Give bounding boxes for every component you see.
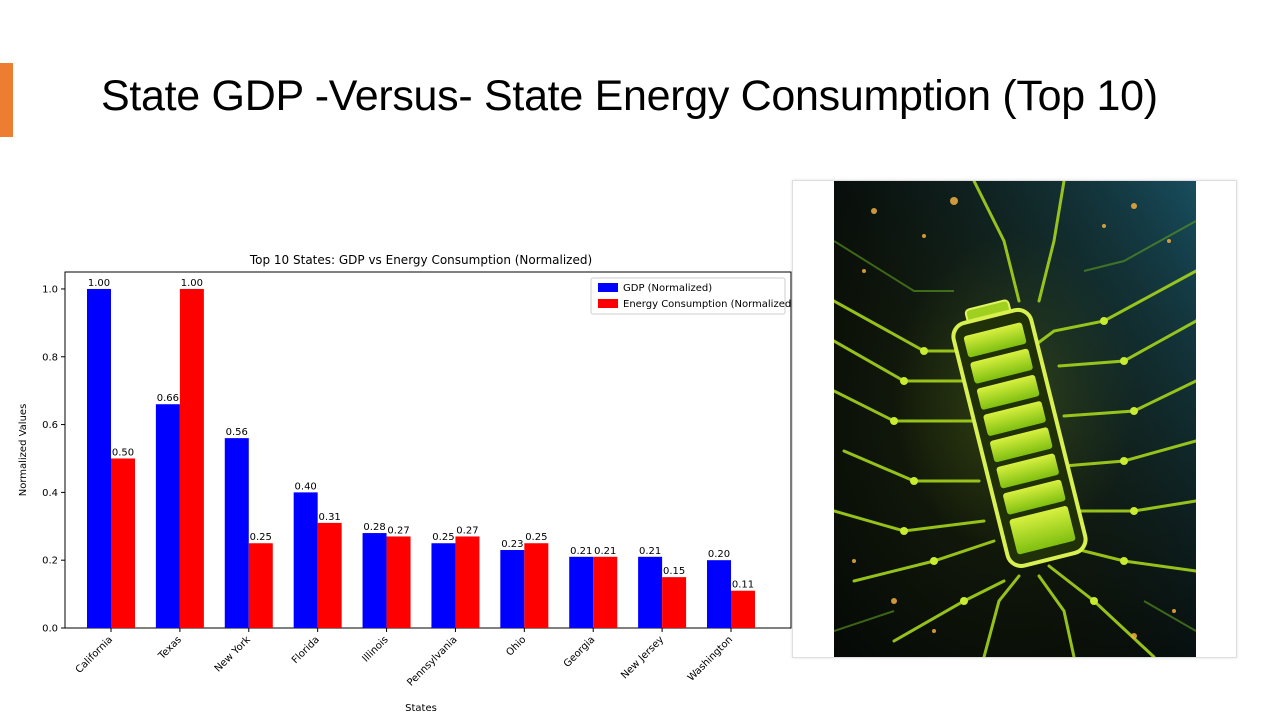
bar	[317, 522, 342, 628]
y-tick-label: 0.4	[42, 488, 58, 499]
bar	[111, 458, 135, 628]
x-tick-label: Washington	[686, 634, 735, 683]
bar	[569, 556, 594, 628]
bar-value-label: 0.50	[112, 447, 134, 458]
legend-swatch-energy	[598, 299, 618, 308]
legend-label-energy: Energy Consumption (Normalized)	[623, 299, 795, 310]
bar-value-label: 0.21	[570, 546, 592, 557]
bar	[362, 533, 387, 628]
bar	[386, 536, 411, 628]
bar	[293, 492, 318, 628]
bar	[638, 556, 663, 628]
bar-value-label: 0.31	[319, 512, 341, 523]
bar	[593, 556, 618, 628]
circuit-battery-image	[834, 181, 1196, 657]
battery-icon	[951, 299, 1088, 568]
bar	[431, 543, 456, 628]
y-axis-label: Normalized Values	[18, 404, 29, 497]
bar	[455, 536, 480, 628]
bar-value-label: 0.21	[639, 546, 661, 557]
bar-value-label: 0.11	[732, 580, 754, 591]
bar	[524, 543, 549, 628]
slide-title: State GDP -Versus- State Energy Consumpt…	[101, 72, 1158, 120]
bar-value-label: 0.25	[525, 532, 547, 543]
bar-value-label: 0.21	[594, 546, 616, 557]
bar	[179, 288, 204, 628]
chart-legend: GDP (Normalized) Energy Consumption (Nor…	[590, 277, 795, 315]
y-tick-label: 0.0	[42, 624, 58, 635]
plot-frame	[64, 271, 792, 629]
bar	[731, 590, 755, 628]
bar	[248, 543, 273, 628]
y-tick-label: 0.2	[42, 556, 58, 567]
bar	[662, 577, 687, 628]
x-tick-label: Pennsylvania	[405, 634, 459, 688]
x-tick-label: Illinois	[360, 634, 390, 664]
x-tick-label: Georgia	[562, 634, 598, 670]
bar-value-label: 0.66	[157, 393, 179, 404]
x-tick-label: Ohio	[504, 634, 528, 658]
bar	[87, 288, 111, 628]
bar-value-label: 0.27	[456, 525, 478, 536]
x-axis-label: States	[405, 703, 437, 714]
bar	[707, 560, 731, 628]
plot-layer: 0.0 0.2 0.4 0.6 0.8 1.0 1.00 0.50 California 0.66…	[42, 278, 755, 689]
chart-title: Top 10 States: GDP vs Energy Consumption…	[249, 253, 592, 267]
x-tick-label: New York	[213, 634, 253, 674]
bar-value-label: 0.20	[708, 549, 730, 560]
bar-value-label: 0.56	[226, 427, 248, 438]
x-tick-label: Florida	[290, 634, 322, 666]
y-tick-label: 0.8	[42, 352, 58, 363]
circuit-battery-illustration	[834, 181, 1196, 657]
x-tick-label: Texas	[156, 634, 184, 662]
bar-value-label: 0.28	[363, 522, 385, 533]
legend-swatch-gdp	[598, 283, 618, 292]
bar-chart: Top 10 States: GDP vs Energy Consumption…	[0, 240, 800, 720]
photo-frame	[792, 180, 1237, 658]
bar-value-label: 0.23	[501, 539, 523, 550]
y-tick-label: 0.6	[42, 420, 58, 431]
y-tick-label: 1.0	[42, 284, 58, 295]
accent-bar	[0, 63, 13, 137]
bar-value-label: 1.00	[88, 278, 110, 289]
bar-value-label: 0.40	[295, 481, 317, 492]
x-tick-label: New Jersey	[619, 634, 666, 681]
chart-svg: Top 10 States: GDP vs Energy Consumption…	[18, 253, 795, 714]
legend-frame	[590, 277, 786, 315]
bar	[155, 404, 180, 628]
bar	[224, 438, 249, 628]
bar-value-label: 0.27	[387, 525, 409, 536]
bar-value-label: 0.25	[432, 532, 454, 543]
bar-value-label: 0.25	[250, 532, 272, 543]
x-tick-label: California	[74, 634, 115, 675]
bar-value-label: 1.00	[181, 278, 203, 289]
bar-value-label: 0.15	[663, 566, 685, 577]
bar	[500, 550, 525, 628]
legend-label-gdp: GDP (Normalized)	[623, 283, 712, 294]
